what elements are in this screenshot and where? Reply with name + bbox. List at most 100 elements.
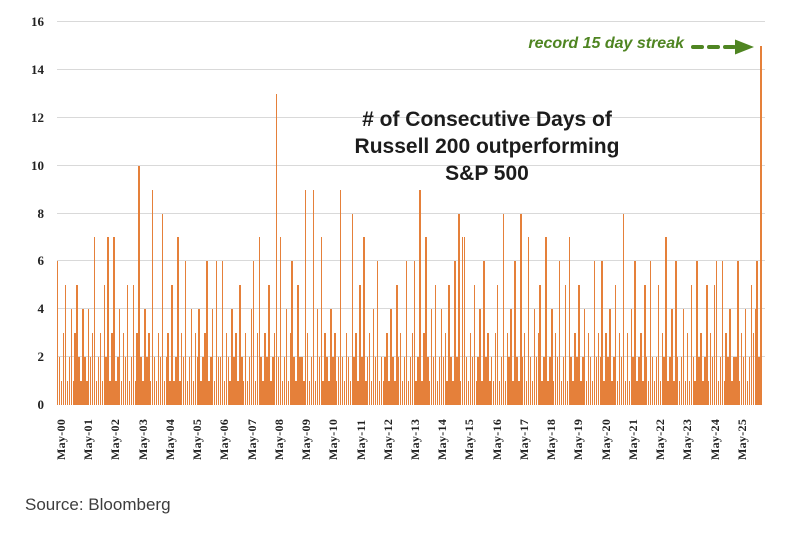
bar (709, 333, 712, 405)
bar (351, 213, 353, 405)
bar (246, 381, 249, 405)
bar (370, 381, 373, 405)
bar (128, 381, 131, 405)
bar (223, 381, 226, 405)
bar (432, 357, 435, 405)
bar (407, 381, 410, 405)
x-tick-label-may-18: May-18 (544, 418, 559, 460)
bar (578, 285, 580, 405)
bar (539, 285, 541, 405)
bar (562, 357, 565, 405)
bar (700, 333, 702, 405)
bar (593, 261, 596, 405)
bar (339, 189, 342, 405)
bar (299, 357, 301, 405)
bar (568, 237, 570, 405)
bar (136, 333, 138, 405)
bar (543, 357, 545, 405)
bar (527, 237, 530, 405)
bar (667, 381, 669, 405)
bar (328, 381, 330, 405)
bar (115, 381, 117, 405)
x-tick-label-may-22: May-22 (653, 418, 668, 460)
x-tick-label-may-13: May-13 (407, 418, 422, 460)
bar (396, 285, 398, 405)
bar (587, 333, 590, 405)
bar (461, 237, 464, 405)
bar (551, 309, 553, 405)
bar (725, 333, 727, 405)
bar (119, 309, 121, 405)
bar (702, 381, 704, 405)
bar (186, 381, 189, 405)
bar (291, 261, 293, 405)
bar (336, 381, 338, 405)
bar (303, 381, 305, 405)
x-tick-label-may-10: May-10 (326, 418, 341, 460)
bar (157, 333, 160, 405)
bar (264, 333, 266, 405)
x-tick-label-may-24: May-24 (707, 418, 722, 460)
bar (727, 357, 729, 405)
bar (653, 381, 656, 405)
bar (192, 381, 195, 405)
bar (616, 381, 619, 405)
bar (353, 357, 355, 405)
bar (572, 381, 574, 405)
gridline-y-4 (57, 308, 765, 310)
bar (711, 357, 714, 405)
bar-series (57, 22, 765, 405)
bar (84, 357, 86, 405)
bar (212, 309, 214, 405)
bar (57, 261, 59, 405)
bar (731, 381, 733, 405)
bar (347, 357, 350, 405)
bar (467, 381, 470, 405)
bar (70, 309, 72, 405)
bar (72, 381, 74, 405)
bar (363, 237, 365, 405)
bar (500, 357, 503, 405)
bar (715, 261, 718, 405)
bar (241, 357, 243, 405)
bar (632, 357, 634, 405)
bar (295, 381, 297, 405)
bar (283, 357, 286, 405)
bar (644, 285, 646, 405)
bar (541, 381, 543, 405)
x-tick-label-may-05: May-05 (190, 418, 205, 460)
bar (419, 189, 421, 405)
bar (516, 357, 518, 405)
bar (345, 333, 348, 405)
bar (359, 285, 361, 405)
record-arrow-icon (691, 39, 754, 55)
bar (231, 309, 233, 405)
bar (355, 333, 357, 405)
bar (374, 357, 377, 405)
bar (442, 357, 444, 405)
bar (341, 357, 344, 405)
bar (219, 357, 222, 405)
bar (182, 357, 185, 405)
chart-title-line-2: Russell 200 outperforming (354, 135, 620, 158)
x-tick-label-may-01: May-01 (81, 418, 96, 460)
bar (103, 285, 105, 405)
bar (589, 357, 592, 405)
bar (330, 309, 332, 405)
bar (739, 381, 741, 405)
bar (107, 237, 109, 405)
bar (566, 381, 568, 405)
bar (324, 333, 326, 405)
bar (733, 357, 735, 405)
bar (68, 357, 71, 405)
gridline-y-16 (57, 21, 765, 22)
bar (576, 357, 578, 405)
bar (258, 237, 260, 405)
bar (74, 333, 76, 405)
bar (692, 357, 694, 405)
y-tick-label-14: 14 (31, 61, 44, 77)
bar (202, 357, 204, 405)
bar (489, 381, 491, 405)
x-tick-label-may-23: May-23 (680, 418, 695, 460)
